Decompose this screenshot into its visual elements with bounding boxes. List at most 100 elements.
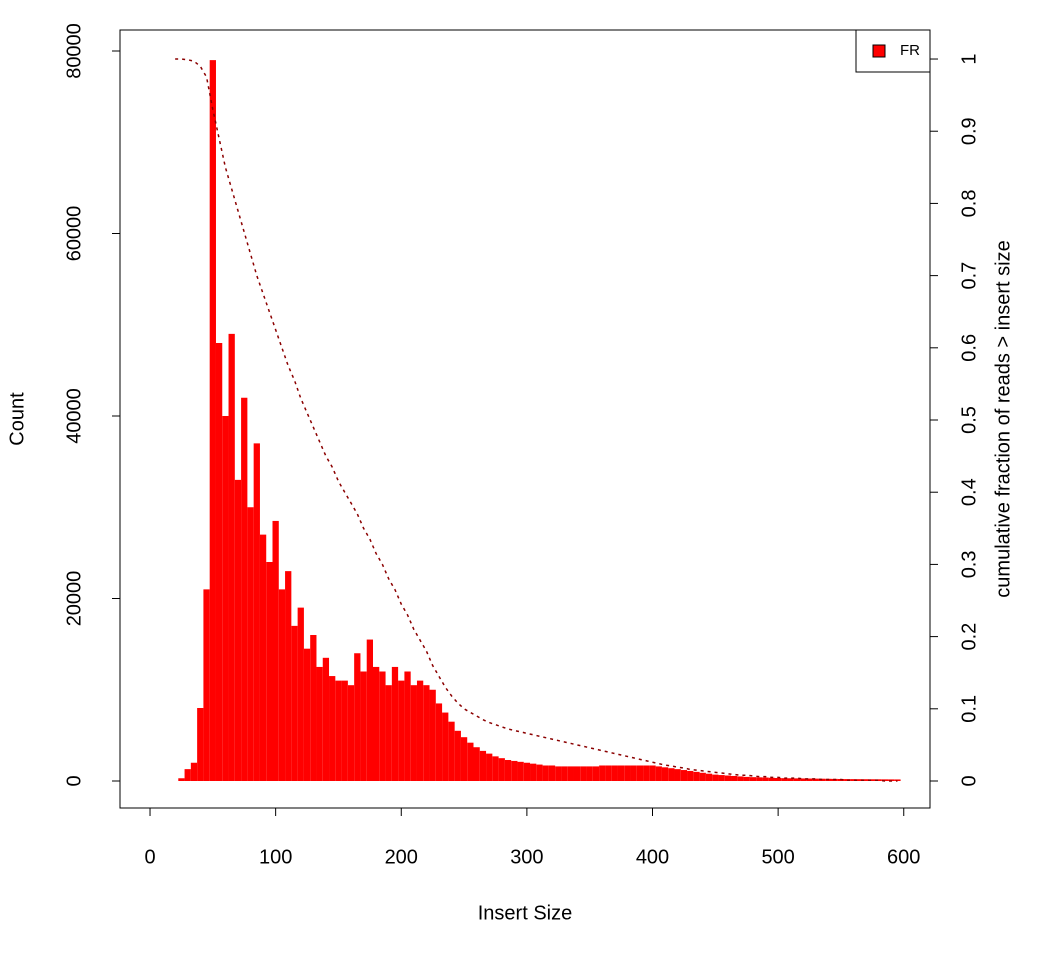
x-tick-label: 100: [259, 846, 292, 868]
bar: [316, 666, 323, 781]
bar: [222, 415, 229, 781]
bar: [184, 769, 191, 781]
y-tick-label: 80000: [63, 23, 85, 79]
bar: [555, 766, 562, 781]
y2-tick-label: 0.8: [958, 190, 980, 218]
bar: [523, 762, 531, 781]
bar: [423, 685, 430, 781]
bar: [737, 776, 744, 781]
y2-tick-label: 0.1: [958, 695, 980, 723]
bar: [674, 769, 681, 781]
y2-axis-label: cumulative fraction of reads > insert si…: [992, 240, 1014, 597]
bar: [354, 653, 361, 781]
bar: [655, 766, 662, 781]
x-tick-label: 500: [761, 846, 794, 868]
bar: [605, 765, 612, 781]
bar: [869, 779, 876, 781]
bar: [385, 685, 392, 781]
bar: [266, 561, 273, 781]
bar: [888, 779, 895, 781]
bar: [856, 779, 863, 781]
bar: [774, 777, 782, 781]
bar: [228, 333, 235, 781]
y-tick-label: 20000: [63, 571, 85, 627]
bar: [285, 571, 292, 781]
bar: [347, 685, 355, 781]
bar: [705, 773, 713, 781]
bar: [460, 737, 468, 781]
legend-label: FR: [900, 42, 920, 59]
bar: [190, 762, 198, 781]
bar: [586, 766, 593, 781]
bar: [429, 689, 436, 781]
bar: [203, 589, 210, 781]
bar: [442, 712, 449, 781]
bar: [416, 680, 424, 781]
y2-tick-label: 0.3: [958, 550, 980, 578]
bar: [536, 764, 543, 781]
bar: [542, 765, 549, 781]
bar: [410, 685, 417, 781]
bar: [479, 750, 487, 781]
bar: [372, 666, 380, 781]
y-tick-label: 60000: [63, 206, 85, 262]
bar: [360, 671, 367, 781]
bar: [749, 777, 757, 781]
bar: [680, 770, 688, 781]
bar: [693, 771, 700, 781]
bar: [718, 775, 725, 781]
y2-tick-label: 0.2: [958, 623, 980, 651]
x-tick-label: 200: [385, 846, 418, 868]
bar: [800, 778, 807, 781]
bar: [259, 534, 267, 781]
bar: [303, 648, 311, 781]
y2-tick-label: 0.4: [958, 478, 980, 506]
bar: [197, 707, 204, 781]
bar: [787, 778, 794, 781]
bar: [580, 766, 587, 781]
bar: [467, 742, 474, 781]
bar: [391, 666, 399, 781]
bar: [661, 767, 669, 781]
bar: [435, 703, 443, 781]
bar: [643, 765, 650, 781]
y2-tick-label: 0.9: [958, 117, 980, 145]
plot-frame: [119, 29, 931, 809]
bar: [894, 779, 901, 781]
bar: [335, 680, 342, 781]
bar: [793, 778, 801, 781]
bar: [504, 760, 512, 781]
bar: [862, 779, 870, 781]
bar: [379, 671, 386, 781]
bar: [498, 758, 505, 781]
y2-tick-label: 0.6: [958, 334, 980, 362]
bar: [768, 777, 775, 781]
bar: [561, 766, 568, 781]
y-tick-label: 0: [63, 775, 85, 786]
bar: [624, 765, 631, 781]
bars: [178, 60, 901, 781]
bar: [668, 768, 675, 781]
x-axis-label: Insert Size: [478, 902, 572, 924]
legend-box: [855, 29, 931, 73]
y-axis-label: Count: [6, 392, 28, 446]
bar: [272, 520, 279, 781]
bar: [548, 765, 556, 781]
bar: [234, 479, 242, 781]
bar: [241, 397, 248, 781]
bar: [781, 778, 788, 781]
x-tick-label: 300: [510, 846, 543, 868]
x-tick-label: 600: [887, 846, 920, 868]
bar: [448, 721, 455, 781]
bar: [404, 671, 411, 781]
bar: [178, 778, 185, 781]
bar: [486, 753, 493, 781]
bar: [492, 756, 499, 781]
bar: [278, 589, 286, 781]
bar: [341, 680, 348, 781]
bar: [310, 634, 317, 781]
bar: [366, 639, 373, 781]
bar: [881, 779, 889, 781]
bar: [599, 765, 606, 781]
bar: [511, 760, 518, 781]
